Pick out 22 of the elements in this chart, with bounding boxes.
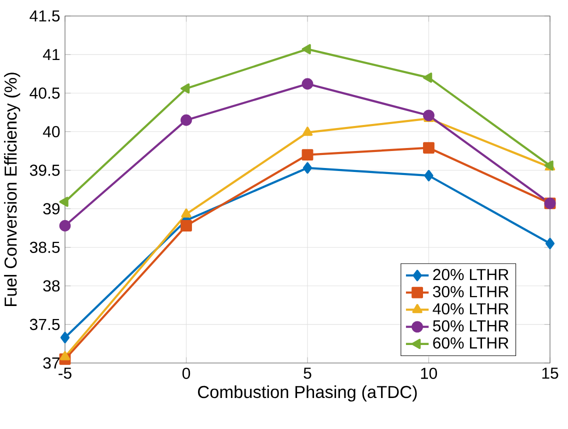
legend-label: 60% LTHR bbox=[433, 337, 508, 349]
legend-label: 20% LTHR bbox=[433, 268, 508, 280]
x-axis-title: Combustion Phasing (aTDC) bbox=[198, 385, 417, 402]
legend-label: 40% LTHR bbox=[432, 303, 508, 314]
x-tick-label: 10 bbox=[421, 368, 437, 379]
legend-label: 30% LTHR bbox=[432, 286, 508, 298]
y-tick-label: 39.5 bbox=[30, 164, 60, 176]
y-tick-label: 41 bbox=[42, 49, 60, 60]
y-tick-label: 39 bbox=[43, 203, 60, 214]
y-tick-label: 40 bbox=[42, 126, 60, 138]
x-tick-label: -5 bbox=[58, 368, 72, 379]
y-tick-label: 41.5 bbox=[30, 10, 60, 22]
y-tick-label: 38.5 bbox=[30, 242, 60, 253]
x-tick-label: 0 bbox=[182, 368, 190, 379]
x-tick-label: 15 bbox=[542, 368, 558, 379]
y-axis-title: Fuel Conversion Efficiency (%) bbox=[4, 72, 20, 306]
x-tick-label: 5 bbox=[304, 368, 312, 379]
y-tick-label: 38 bbox=[43, 280, 60, 292]
legend-label: 50% LTHR bbox=[433, 320, 508, 332]
y-tick-label: 40.5 bbox=[30, 87, 60, 99]
y-tick-label: 37 bbox=[43, 357, 60, 369]
y-tick-label: 37.5 bbox=[30, 318, 60, 330]
